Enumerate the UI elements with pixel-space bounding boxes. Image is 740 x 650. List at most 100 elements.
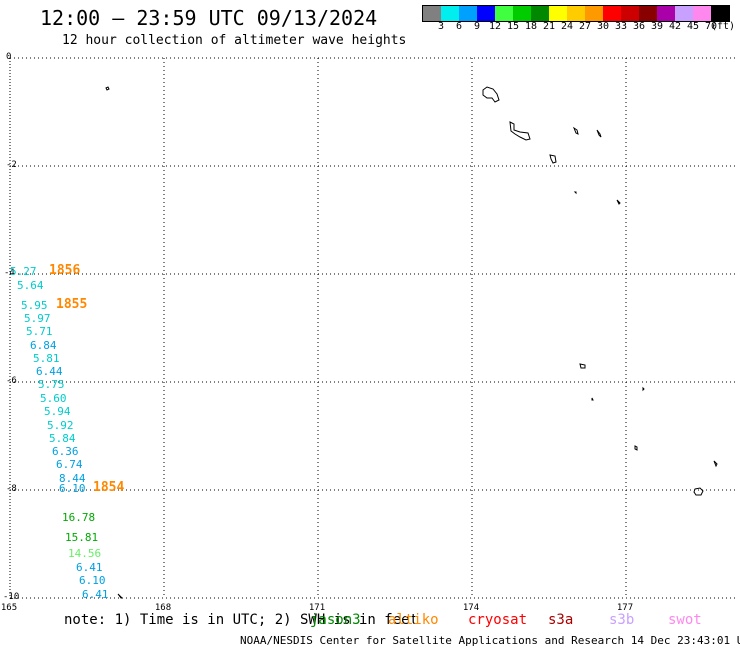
map-title: 12:00 – 23:59 UTC 09/13/2024 xyxy=(40,6,378,30)
colorbar-label: 30 xyxy=(596,21,610,32)
wave-height-value: 5.97 xyxy=(24,312,51,325)
island-outline xyxy=(105,86,110,91)
legend-s3b: s3b xyxy=(609,612,635,628)
wave-height-value: 16.78 xyxy=(62,511,96,524)
colorbar-swatch xyxy=(711,6,729,21)
wave-height-value: 6.44 xyxy=(36,365,63,378)
colorbar-swatch xyxy=(459,6,477,21)
lon-tick: 168 xyxy=(154,603,172,613)
legend-swot: swot xyxy=(668,612,702,628)
wave-height-value: 6.41 xyxy=(82,588,109,601)
wave-height-value: 6.36 xyxy=(52,445,79,458)
colorbar-label: 27 xyxy=(578,21,592,32)
colorbar-swatch xyxy=(675,6,693,21)
colorbar-label: 6 xyxy=(455,21,463,32)
wave-height-value: 5.64 xyxy=(17,279,44,292)
legend-altiko: altiko xyxy=(388,612,439,628)
colorbar-label: 12 xyxy=(488,21,502,32)
island-outline xyxy=(713,460,718,468)
wave-height-value: 5.81 xyxy=(33,352,60,365)
lon-tick: 165 xyxy=(0,603,18,613)
colorbar-swatch xyxy=(441,6,459,21)
colorbar-swatch xyxy=(549,6,567,21)
island-outline xyxy=(596,129,602,138)
lat-tick: 0 xyxy=(6,52,12,62)
wave-height-colorbar xyxy=(422,5,730,22)
island-outline xyxy=(616,199,621,205)
colorbar-label: 18 xyxy=(524,21,538,32)
pass-time-label: 1854 xyxy=(93,480,125,495)
island-outline xyxy=(482,86,500,103)
wave-height-value: 6.10 xyxy=(79,574,106,587)
lon-tick: 177 xyxy=(616,603,634,613)
colorbar-swatch xyxy=(639,6,657,21)
lat-tick: -8 xyxy=(6,484,17,494)
island-outline xyxy=(693,487,704,496)
colorbar-swatch xyxy=(657,6,675,21)
colorbar-label: 3 xyxy=(437,21,445,32)
colorbar-swatch xyxy=(603,6,621,21)
colorbar-swatch xyxy=(423,6,441,21)
island-outline xyxy=(579,363,586,369)
wave-height-value: 5.84 xyxy=(49,432,76,445)
colorbar-swatch xyxy=(621,6,639,21)
wave-height-value: 6.84 xyxy=(30,339,57,352)
colorbar-swatch xyxy=(693,6,711,21)
wave-height-value: 8.44 xyxy=(59,472,86,485)
wave-height-value: 5.94 xyxy=(44,405,71,418)
colorbar-swatch xyxy=(495,6,513,21)
colorbar-label: 9 xyxy=(473,21,481,32)
colorbar-swatch xyxy=(567,6,585,21)
wave-height-value: 5.92 xyxy=(47,419,74,432)
island-outline xyxy=(573,191,577,195)
pass-time-label: 1855 xyxy=(56,297,88,312)
colorbar-label: 24 xyxy=(560,21,574,32)
legend-cryosat: cryosat xyxy=(468,612,528,628)
wave-height-value: 14.56 xyxy=(68,547,102,560)
wave-height-value: 15.81 xyxy=(65,531,99,544)
colorbar-swatch xyxy=(531,6,549,21)
colorbar-label: 70 xyxy=(704,21,718,32)
island-outline xyxy=(634,445,638,451)
island-outline xyxy=(549,154,557,164)
island-outline xyxy=(117,593,124,599)
colorbar-unit: (ft) xyxy=(711,21,736,32)
credits-footer: NOAA/NESDIS Center for Satellite Applica… xyxy=(240,634,740,647)
wave-height-value: 5.27 xyxy=(10,265,37,278)
colorbar-swatch xyxy=(477,6,495,21)
map-subtitle: 12 hour collection of altimeter wave hei… xyxy=(62,33,407,48)
lat-tick: -4 xyxy=(4,268,15,278)
colorbar-swatch xyxy=(585,6,603,21)
wave-height-value: 6.10 xyxy=(59,482,86,495)
colorbar-label: 39 xyxy=(650,21,664,32)
colorbar-label: 36 xyxy=(632,21,646,32)
wave-height-value: 6.41 xyxy=(76,561,103,574)
island-coastlines xyxy=(105,86,718,599)
lat-tick: -10 xyxy=(3,592,20,602)
wave-height-value: 6.74 xyxy=(56,458,83,471)
lat-lon-gridlines xyxy=(10,57,735,599)
colorbar-label: 15 xyxy=(506,21,520,32)
units-note: note: 1) Time is in UTC; 2) SWH is in fe… xyxy=(64,612,419,628)
lon-tick: 171 xyxy=(308,603,326,613)
pass-time-label: 1856 xyxy=(49,263,81,278)
wave-height-value: 5.75 xyxy=(38,378,65,391)
wave-height-value: 5.71 xyxy=(26,325,53,338)
lat-tick: -2 xyxy=(6,160,17,170)
wave-height-value: 5.60 xyxy=(40,392,67,405)
colorbar-labels: 3 6 9 12 15 18 21 24 27 30 33 36 39 42 45 70 xyxy=(422,21,740,33)
colorbar-label: 45 xyxy=(686,21,700,32)
colorbar-label: 33 xyxy=(614,21,628,32)
lon-tick: 174 xyxy=(462,603,480,613)
legend-s3a: s3a xyxy=(548,612,574,628)
wave-height-value: 5.95 xyxy=(21,299,48,312)
island-outline xyxy=(591,397,594,401)
island-outline xyxy=(509,121,531,141)
legend-jason3: jason3 xyxy=(310,612,361,628)
colorbar-label: 21 xyxy=(542,21,556,32)
island-outline xyxy=(642,386,645,392)
island-outline xyxy=(572,126,579,135)
lat-tick: -6 xyxy=(6,376,17,386)
